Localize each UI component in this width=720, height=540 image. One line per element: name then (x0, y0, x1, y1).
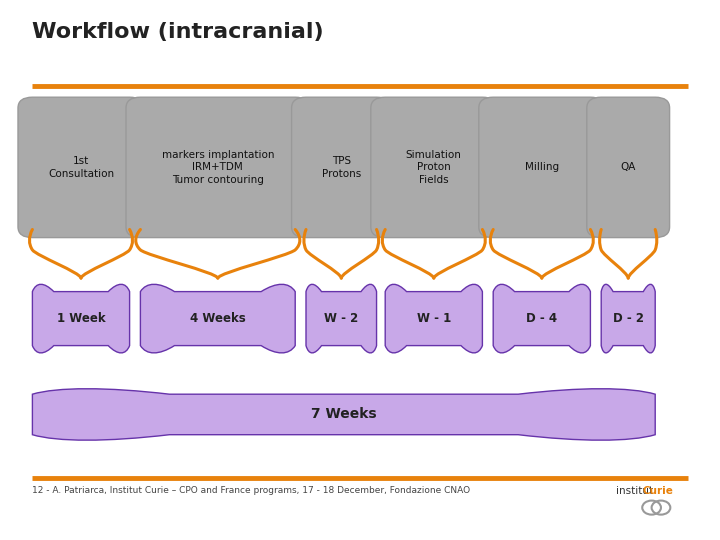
Text: QA: QA (621, 163, 636, 172)
PathPatch shape (601, 284, 655, 353)
Text: D - 4: D - 4 (526, 312, 557, 325)
Text: Workflow (intracranial): Workflow (intracranial) (32, 22, 324, 42)
Text: W - 1: W - 1 (417, 312, 451, 325)
Text: institut: institut (616, 486, 653, 496)
FancyBboxPatch shape (292, 97, 391, 238)
Text: Simulation
Proton
Fields: Simulation Proton Fields (406, 150, 462, 185)
Text: 1 Week: 1 Week (57, 312, 105, 325)
FancyBboxPatch shape (479, 97, 605, 238)
Text: 7 Weeks: 7 Weeks (311, 408, 377, 421)
Text: 4 Weeks: 4 Weeks (190, 312, 246, 325)
PathPatch shape (493, 284, 590, 353)
Text: 12 - A. Patriarca, Institut Curie – CPO and France programs, 17 - 18 December, F: 12 - A. Patriarca, Institut Curie – CPO … (32, 486, 471, 495)
Text: TPS
Protons: TPS Protons (322, 156, 361, 179)
Text: Milling: Milling (525, 163, 559, 172)
FancyBboxPatch shape (587, 97, 670, 238)
Text: Curie: Curie (643, 486, 674, 496)
Text: W - 2: W - 2 (324, 312, 359, 325)
Text: D - 2: D - 2 (613, 312, 644, 325)
PathPatch shape (32, 284, 130, 353)
FancyBboxPatch shape (18, 97, 144, 238)
FancyBboxPatch shape (371, 97, 497, 238)
FancyBboxPatch shape (126, 97, 310, 238)
PathPatch shape (140, 284, 295, 353)
PathPatch shape (32, 389, 655, 440)
Text: 1st
Consultation: 1st Consultation (48, 156, 114, 179)
PathPatch shape (306, 284, 377, 353)
PathPatch shape (385, 284, 482, 353)
Text: markers implantation
IRM+TDM
Tumor contouring: markers implantation IRM+TDM Tumor conto… (161, 150, 274, 185)
